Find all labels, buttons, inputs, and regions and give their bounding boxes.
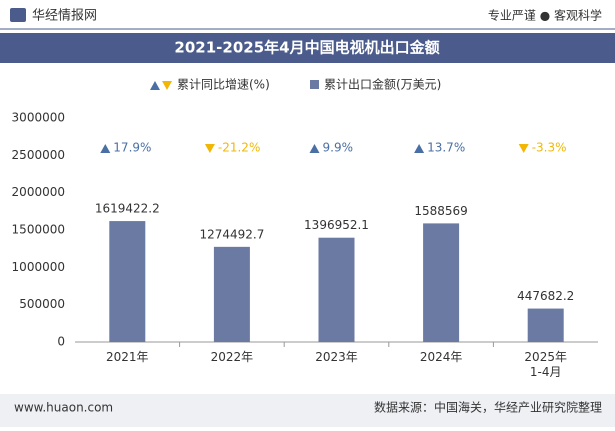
chart-title: 2021-2025年4月中国电视机出口金额 [174, 39, 439, 57]
y-tick-label: 0 [57, 335, 65, 349]
footer-site: www.huaon.com [14, 401, 113, 415]
bar [213, 246, 250, 342]
legend-swatch [310, 80, 319, 89]
growth-marker [518, 144, 529, 153]
logo-icon [10, 8, 26, 22]
footer-source: 数据来源：中国海关，华经产业研究院整理 [374, 400, 602, 415]
x-tick-label: 2024年 [420, 350, 463, 364]
y-tick-label: 2500000 [12, 148, 65, 162]
slogan: 专业严谨 ● 客观科学 [488, 8, 602, 23]
growth-label: -3.3% [532, 141, 567, 155]
growth-marker [309, 144, 320, 153]
x-tick-label: 2022年 [211, 350, 254, 364]
bar [318, 237, 355, 342]
growth-label: 13.7% [427, 141, 465, 155]
bar [527, 308, 564, 342]
logo-text: 华经情报网 [32, 9, 97, 24]
footer-bar [0, 394, 615, 427]
growth-marker [414, 144, 425, 153]
legend-swatch [162, 81, 172, 90]
title-bar [0, 33, 615, 63]
y-tick-label: 2000000 [12, 185, 65, 199]
growth-label: 9.9% [323, 141, 354, 155]
legend-label: 累计出口金额(万美元) [324, 77, 441, 92]
bar [109, 221, 146, 342]
growth-label: -21.2% [218, 141, 260, 155]
data-label: 1396952.1 [304, 218, 369, 232]
growth-marker [100, 144, 111, 153]
legend-swatch [150, 81, 160, 90]
data-label: 1619422.2 [95, 202, 160, 216]
legend-label: 累计同比增速(%) [177, 78, 270, 92]
x-tick-label: 2021年 [106, 350, 149, 364]
y-tick-label: 500000 [19, 297, 65, 311]
bar [423, 223, 460, 342]
growth-marker [204, 144, 215, 153]
x-tick-label: 2023年 [315, 350, 358, 364]
y-tick-label: 1500000 [12, 223, 65, 237]
data-label: 1274492.7 [199, 227, 264, 241]
growth-label: 17.9% [113, 141, 151, 155]
y-tick-label: 1000000 [12, 260, 65, 274]
y-tick-label: 3000000 [12, 111, 65, 125]
data-label: 1588569 [414, 204, 467, 218]
data-label: 447682.2 [517, 289, 574, 303]
x-tick-label: 2025年 1-4月 [524, 350, 567, 379]
